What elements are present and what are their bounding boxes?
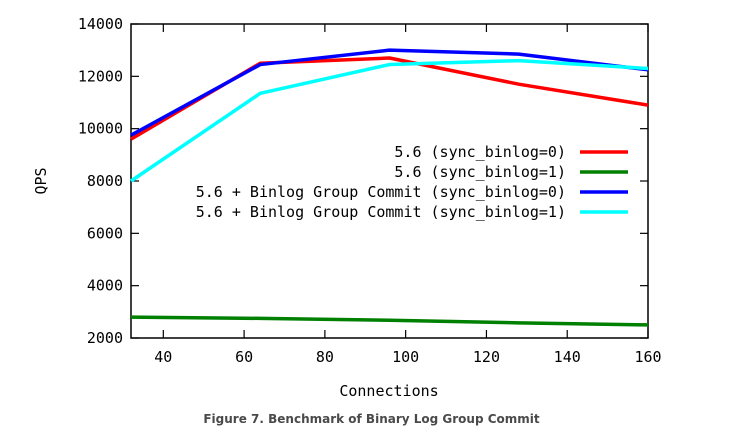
- legend-label-2: 5.6 (sync_binlog=1): [394, 163, 566, 181]
- y-axis-title: QPS: [32, 167, 50, 194]
- y-tick-label: 4000: [87, 277, 123, 295]
- qps-line-chart: 40 60 80 100 120 140 160 2000 4000 6000 8000 10000 1…: [32, 15, 662, 400]
- y-tick-label: 12000: [78, 67, 123, 85]
- x-tick-label: 100: [392, 348, 419, 366]
- legend-label-3: 5.6 + Binlog Group Commit (sync_binlog=0…: [196, 183, 566, 201]
- x-tick-label: 120: [473, 348, 500, 366]
- legend-label-4: 5.6 + Binlog Group Commit (sync_binlog=1…: [196, 203, 566, 221]
- figure-caption: Figure 7. Benchmark of Binary Log Group …: [203, 412, 540, 426]
- y-tick-label: 14000: [78, 15, 123, 33]
- x-tick-label: 60: [235, 348, 253, 366]
- y-tick-label: 10000: [78, 120, 123, 138]
- plot-frame: [130, 23, 649, 339]
- y-tick-label: 2000: [87, 329, 123, 347]
- series-line-3: [130, 48, 649, 137]
- y-tick-label: 8000: [87, 172, 123, 190]
- legend: 5.6 (sync_binlog=0) 5.6 (sync_binlog=1) 5.…: [196, 143, 628, 221]
- x-tick-label: 160: [634, 348, 661, 366]
- legend-label-1: 5.6 (sync_binlog=0): [394, 143, 566, 161]
- series-line-4: [130, 58, 649, 183]
- y-tick-label: 6000: [87, 224, 123, 242]
- series-line-2: [130, 315, 649, 327]
- x-tick-label: 40: [154, 348, 172, 366]
- axis-ticks: 40 60 80 100 120 140 160 2000 4000 6000 8000 10000 1…: [78, 15, 662, 366]
- x-axis-title: Connections: [339, 382, 438, 400]
- x-tick-label: 140: [554, 348, 581, 366]
- series-lines: [130, 48, 649, 327]
- x-tick-label: 80: [316, 348, 334, 366]
